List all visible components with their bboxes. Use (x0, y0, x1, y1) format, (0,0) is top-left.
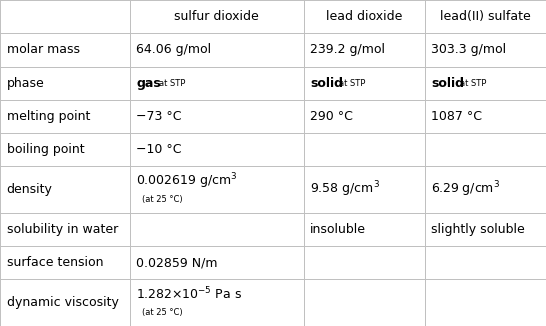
Bar (130, 133, 304, 166)
Text: 1.282$\times$10$^{-5}$ Pa s: 1.282$\times$10$^{-5}$ Pa s (136, 286, 242, 303)
Bar (0, 33, 130, 67)
Text: melting point: melting point (7, 110, 90, 123)
Text: (at 25 °C): (at 25 °C) (142, 308, 182, 318)
Text: gas: gas (136, 77, 161, 90)
Text: 6.29 g/cm$^3$: 6.29 g/cm$^3$ (431, 180, 501, 200)
Text: 239.2 g/mol: 239.2 g/mol (310, 43, 385, 56)
Text: sulfur dioxide: sulfur dioxide (174, 10, 259, 23)
Bar (0, 133, 130, 166)
Bar (304, 33, 425, 67)
Text: 64.06 g/mol: 64.06 g/mol (136, 43, 212, 56)
Bar (304, 213, 425, 246)
Text: lead dioxide: lead dioxide (326, 10, 402, 23)
Text: 9.58 g/cm$^3$: 9.58 g/cm$^3$ (310, 180, 380, 200)
Bar (304, 100, 425, 133)
Text: 290 °C: 290 °C (310, 110, 353, 123)
Bar (0, 100, 130, 133)
Text: surface tension: surface tension (7, 256, 103, 269)
Bar (130, 213, 304, 246)
Bar (425, 279, 546, 326)
Text: 0.002619 g/cm$^3$: 0.002619 g/cm$^3$ (136, 171, 238, 191)
Text: at STP: at STP (460, 79, 486, 88)
Text: solubility in water: solubility in water (7, 223, 118, 236)
Text: 0.02859 N/m: 0.02859 N/m (136, 256, 218, 269)
Bar (0, 0, 130, 33)
Text: at STP: at STP (339, 79, 365, 88)
Text: slightly soluble: slightly soluble (431, 223, 525, 236)
Text: 303.3 g/mol: 303.3 g/mol (431, 43, 507, 56)
Bar (130, 33, 304, 67)
Text: molar mass: molar mass (7, 43, 80, 56)
Bar (425, 133, 546, 166)
Text: (at 25 °C): (at 25 °C) (142, 195, 182, 204)
Bar (425, 166, 546, 213)
Text: phase: phase (7, 77, 44, 90)
Bar (304, 166, 425, 213)
Bar (425, 213, 546, 246)
Bar (130, 100, 304, 133)
Text: −10 °C: −10 °C (136, 143, 182, 156)
Bar (130, 166, 304, 213)
Bar (304, 133, 425, 166)
Bar (304, 246, 425, 279)
Text: boiling point: boiling point (7, 143, 84, 156)
Text: at STP: at STP (159, 79, 186, 88)
Bar (425, 246, 546, 279)
Text: −73 °C: −73 °C (136, 110, 182, 123)
Bar (130, 279, 304, 326)
Bar (0, 246, 130, 279)
Bar (130, 67, 304, 100)
Bar (304, 279, 425, 326)
Text: dynamic viscosity: dynamic viscosity (7, 296, 118, 309)
Bar (130, 246, 304, 279)
Bar (425, 0, 546, 33)
Bar (304, 0, 425, 33)
Text: lead(II) sulfate: lead(II) sulfate (440, 10, 531, 23)
Bar (0, 279, 130, 326)
Text: solid: solid (310, 77, 343, 90)
Bar (425, 33, 546, 67)
Bar (130, 0, 304, 33)
Bar (425, 100, 546, 133)
Bar (0, 213, 130, 246)
Text: insoluble: insoluble (310, 223, 366, 236)
Text: density: density (7, 183, 52, 196)
Bar (425, 67, 546, 100)
Text: 1087 °C: 1087 °C (431, 110, 482, 123)
Bar (0, 67, 130, 100)
Bar (0, 166, 130, 213)
Bar (304, 67, 425, 100)
Text: solid: solid (431, 77, 464, 90)
